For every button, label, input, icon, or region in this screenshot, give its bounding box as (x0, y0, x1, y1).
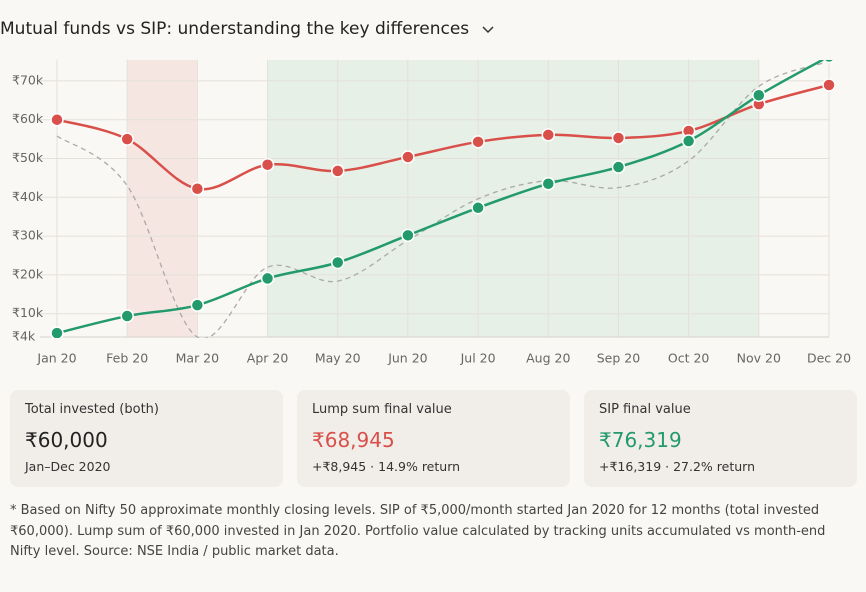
x-tick-label: Mar 20 (176, 351, 220, 366)
x-tick-label: Aug 20 (526, 351, 570, 366)
x-tick-label: Sep 20 (597, 351, 640, 366)
y-tick-label: ₹40k (12, 189, 44, 204)
y-tick-label: ₹70k (12, 72, 44, 87)
reference-line (56, 60, 830, 338)
data-point (401, 228, 415, 243)
data-point (471, 201, 485, 215)
data-point (541, 176, 556, 191)
decline-highlight (127, 60, 197, 337)
data-point (50, 326, 64, 338)
y-tick-label: ₹10k (12, 305, 44, 320)
chart: ₹4k ₹10k ₹20k ₹30k ₹40k ₹50k ₹60k ₹70k Jan 20 Feb… (12, 59, 851, 366)
card-note: +₹16,319 · 27.2% return (599, 459, 755, 474)
data-point (752, 88, 766, 103)
data-point (260, 271, 275, 286)
data-point (611, 131, 626, 145)
dropdown-chevron[interactable] (480, 22, 496, 38)
data-point (120, 132, 134, 146)
data-point (823, 60, 835, 64)
data-point (541, 128, 556, 142)
card-value: ₹76,319 (599, 428, 682, 452)
card: SIP final value ₹76,319 +₹16,319 · 27.2%… (584, 390, 857, 487)
y-tick-label: ₹30k (12, 228, 44, 243)
x-tick-label: Jul 20 (460, 351, 496, 366)
card: Lump sum final value ₹68,945 +₹8,945 · 1… (297, 390, 570, 487)
card-label: SIP final value (599, 402, 691, 417)
x-tick-label: Jun 20 (387, 351, 427, 366)
card-label: Total invested (both) (25, 402, 159, 417)
x-tick-label: Nov 20 (737, 351, 781, 366)
recovery-highlight (267, 60, 759, 337)
data-point (190, 182, 205, 196)
card: Total invested (both) ₹60,000 Jan–Dec 20… (10, 390, 283, 487)
x-tick-label: May 20 (315, 351, 361, 366)
data-point (681, 134, 696, 148)
data-point (50, 112, 64, 127)
x-tick-label: Feb 20 (106, 351, 148, 366)
card-value: ₹68,945 (312, 428, 395, 452)
y-tick-label: ₹20k (12, 266, 44, 281)
data-point (330, 164, 345, 178)
y-tick-label: ₹50k (12, 150, 44, 165)
card-value: ₹60,000 (25, 428, 108, 452)
data-point (471, 135, 485, 149)
card-note: +₹8,945 · 14.9% return (312, 459, 461, 474)
footnote: * Based on Nifty 50 approximate monthly … (10, 503, 826, 559)
card-label: Lump sum final value (312, 402, 452, 417)
y-tick-label: ₹4k (12, 329, 36, 344)
x-tick-label: Apr 20 (247, 351, 289, 366)
x-tick-label: Dec 20 (807, 351, 851, 366)
title: Mutual funds vs SIP: understanding the k… (0, 19, 470, 39)
data-point (120, 309, 134, 323)
x-tick-label: Jan 20 (36, 351, 76, 366)
data-point (401, 150, 415, 164)
data-point (190, 298, 205, 312)
x-tick-label: Oct 20 (668, 351, 710, 366)
data-point (260, 157, 275, 172)
data-point (611, 160, 626, 174)
card-note: Jan–Dec 2020 (25, 459, 111, 474)
y-tick-label: ₹60k (12, 111, 44, 126)
data-point (822, 78, 836, 92)
data-point (330, 255, 345, 270)
